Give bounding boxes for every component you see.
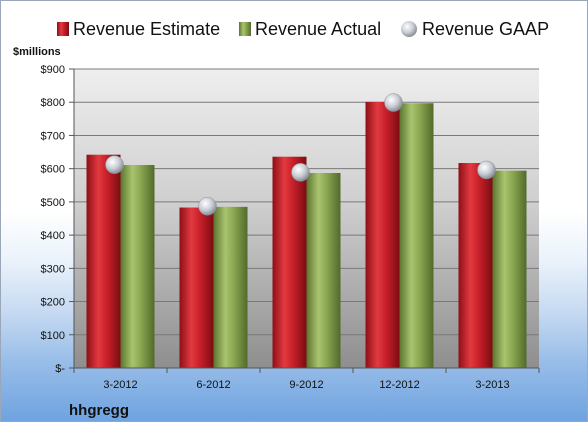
- estimate-bar: [86, 154, 121, 368]
- gaap-markers: [105, 93, 496, 216]
- y-tick-label: $200: [41, 297, 65, 309]
- x-tick-label: 12-2012: [379, 379, 419, 391]
- legend: Revenue Estimate Revenue Actual Revenue …: [57, 19, 549, 39]
- gaap-marker: [291, 163, 310, 182]
- legend-label-gaap: Revenue GAAP: [422, 19, 549, 39]
- company-name: hhgregg: [69, 402, 129, 419]
- y-tick-label: $-: [55, 363, 65, 375]
- y-tick-label: $800: [41, 97, 65, 109]
- legend-item-actual: Revenue Actual: [239, 19, 381, 39]
- gaap-marker: [105, 155, 124, 174]
- y-tick-label: $400: [41, 230, 65, 242]
- legend-label-estimate: Revenue Estimate: [73, 19, 220, 39]
- x-tick-label: 9-2012: [289, 379, 323, 391]
- legend-item-estimate: Revenue Estimate: [57, 19, 220, 39]
- y-tick-label: $100: [41, 330, 65, 342]
- x-tick-label: 3-2012: [103, 379, 137, 391]
- bars: [86, 101, 527, 369]
- legend-swatch-actual: [239, 22, 251, 36]
- y-axis: $- $100 $200 $300 $400 $500 $600 $700 $800 $900: [41, 64, 75, 375]
- estimate-bar: [365, 101, 400, 368]
- y-tick-label: $500: [41, 197, 65, 209]
- actual-bar: [306, 172, 341, 368]
- gaap-marker: [477, 160, 496, 180]
- y-tick-label: $700: [41, 130, 65, 142]
- legend-label-actual: Revenue Actual: [255, 19, 381, 39]
- y-tick-label: $300: [41, 263, 65, 275]
- estimate-bar: [179, 207, 214, 368]
- x-tick-label: 6-2012: [196, 379, 230, 391]
- x-tick-label: 3-2013: [475, 379, 509, 391]
- legend-swatch-gaap: [401, 21, 417, 37]
- actual-bar: [120, 165, 155, 368]
- legend-item-gaap: Revenue GAAP: [401, 19, 549, 39]
- x-axis: 3-2012 6-2012 9-2012 12-2012 3-2013: [73, 367, 540, 391]
- estimate-bar: [458, 163, 493, 368]
- legend-swatch-estimate: [57, 22, 69, 36]
- actual-bar: [492, 170, 527, 368]
- gaap-marker: [384, 93, 403, 112]
- y-tick-label: $900: [41, 64, 65, 76]
- y-tick-label: $600: [41, 164, 65, 176]
- unit-label: $millions: [13, 46, 61, 58]
- gaap-marker: [198, 196, 217, 216]
- estimate-bar: [272, 156, 307, 368]
- actual-bar: [399, 103, 434, 369]
- actual-bar: [213, 206, 248, 368]
